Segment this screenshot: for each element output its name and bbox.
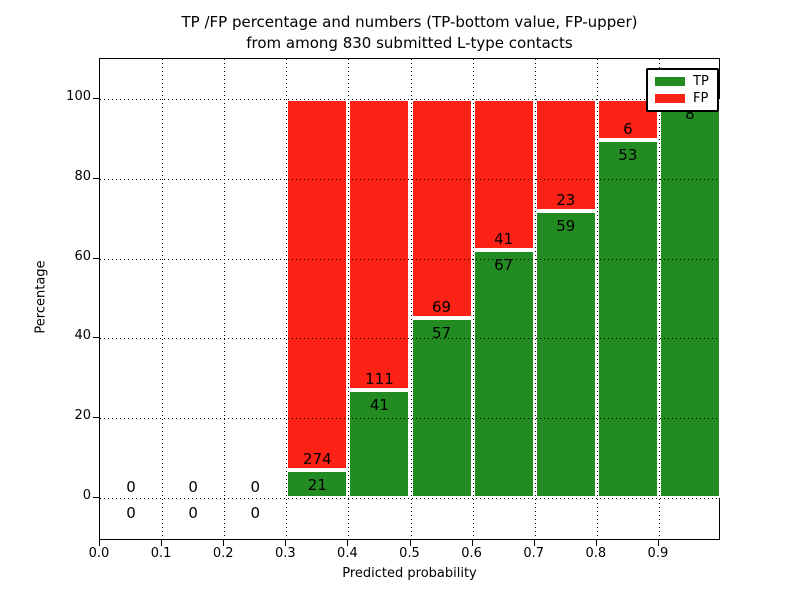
fp-count-label: 41 [494, 230, 514, 249]
bar-segment-tp [348, 390, 411, 498]
fp-count-label: 6 [623, 119, 633, 138]
y-axis-tick [93, 177, 99, 179]
bar-segment-tp [472, 250, 535, 498]
y-axis-tick [93, 337, 99, 339]
vertical-gridline [162, 59, 164, 539]
chart-title-line2: from among 830 submitted L-type contacts [246, 34, 573, 52]
horizontal-gridline [100, 258, 719, 260]
horizontal-gridline [100, 498, 719, 499]
x-axis-tick [657, 540, 659, 546]
x-axis-tick [223, 540, 225, 546]
x-axis-tick [533, 540, 535, 546]
fp-legend-swatch [655, 93, 685, 103]
bar-segment-fp [286, 99, 349, 470]
fp-count-label: 23 [556, 190, 576, 209]
x-axis-label: Predicted probability [342, 566, 477, 581]
tp-count-label: 41 [369, 396, 389, 415]
legend-row-tp: TP [655, 75, 710, 88]
horizontal-gridline [100, 99, 719, 100]
tp-count-label: 57 [432, 323, 452, 342]
tp-count-label: 0 [250, 504, 261, 522]
y-axis-label: Percentage [33, 260, 49, 334]
tp-count-label: 21 [307, 475, 327, 494]
tp-count-label: 0 [126, 504, 136, 522]
vertical-gridline [472, 59, 474, 539]
x-axis-tick [161, 540, 163, 546]
fp-count-label: 0 [188, 478, 198, 496]
vertical-gridline [534, 59, 536, 539]
x-axis-tick [409, 540, 411, 546]
plot-area: TP FP 000000274211114169574167235965308 [99, 58, 721, 540]
fp-count-label: 69 [432, 297, 452, 316]
chart-title-line1: TP /FP percentage and numbers (TP-bottom… [181, 13, 638, 31]
tp-legend-label: TP [693, 74, 709, 90]
y-axis-tick [93, 98, 99, 99]
tp-legend-swatch [655, 77, 685, 87]
x-axis-tick [471, 540, 473, 546]
bar-segment-fp [348, 99, 411, 391]
x-tick-label: 0.2 [212, 546, 234, 561]
x-tick-label: 0.9 [647, 546, 669, 561]
y-axis-tick [93, 497, 99, 498]
vertical-gridline [348, 59, 350, 539]
tp-count-label: 59 [556, 216, 576, 235]
chart-title: TP /FP percentage and numbers (TP-bottom… [99, 12, 720, 54]
bar-segment-fp [534, 99, 597, 211]
tp-count-label: 67 [494, 256, 514, 275]
legend-row-fp: FP [655, 92, 710, 105]
x-axis-tick [99, 540, 100, 546]
x-tick-label: 0.6 [461, 546, 482, 561]
y-axis-tick [93, 417, 99, 419]
y-tick-label: 80 [74, 168, 91, 184]
vertical-gridline [410, 59, 412, 539]
tp-count-label: 0 [188, 504, 198, 522]
x-tick-label: 0.8 [585, 546, 607, 561]
x-axis-tick [347, 540, 349, 546]
horizontal-gridline [100, 338, 719, 340]
fp-legend-label: FP [693, 90, 709, 106]
fp-count-label: 274 [303, 449, 332, 468]
tp-count-label: 53 [618, 145, 638, 164]
vertical-gridline [224, 59, 226, 539]
bar-segment-fp [410, 99, 473, 318]
fp-count-label: 0 [126, 478, 136, 496]
y-tick-label: 20 [74, 408, 91, 424]
tp-count-label: 8 [685, 105, 695, 123]
horizontal-gridline [100, 418, 719, 420]
bar-segment-tp [596, 139, 659, 498]
vertical-gridline [658, 59, 660, 539]
bar-segment-tp [534, 210, 597, 498]
y-tick-label: 60 [74, 248, 91, 264]
fp-count-label: 111 [365, 370, 394, 389]
y-axis-tick [93, 257, 99, 259]
y-tick-label: 40 [74, 328, 91, 344]
bar-segment-tp [410, 317, 473, 498]
x-tick-label: 0.0 [88, 546, 110, 561]
x-tick-label: 0.5 [399, 546, 420, 561]
fp-count-label: 0 [250, 478, 261, 496]
vertical-gridline [286, 59, 288, 539]
bar-segment-fp [472, 99, 535, 251]
x-tick-label: 0.3 [274, 546, 296, 561]
x-tick-label: 0.7 [523, 546, 545, 561]
bar-segment-tp [286, 469, 349, 498]
x-tick-label: 0.4 [337, 546, 358, 561]
x-axis-tick [285, 540, 287, 546]
x-axis-tick [595, 540, 597, 546]
vertical-gridline [596, 59, 598, 539]
y-tick-label: 100 [66, 89, 91, 104]
bar-segment-tp [658, 99, 721, 498]
horizontal-gridline [100, 178, 719, 180]
y-tick-label: 0 [82, 488, 91, 503]
legend: TP FP [646, 68, 719, 112]
x-tick-label: 0.1 [150, 546, 172, 561]
